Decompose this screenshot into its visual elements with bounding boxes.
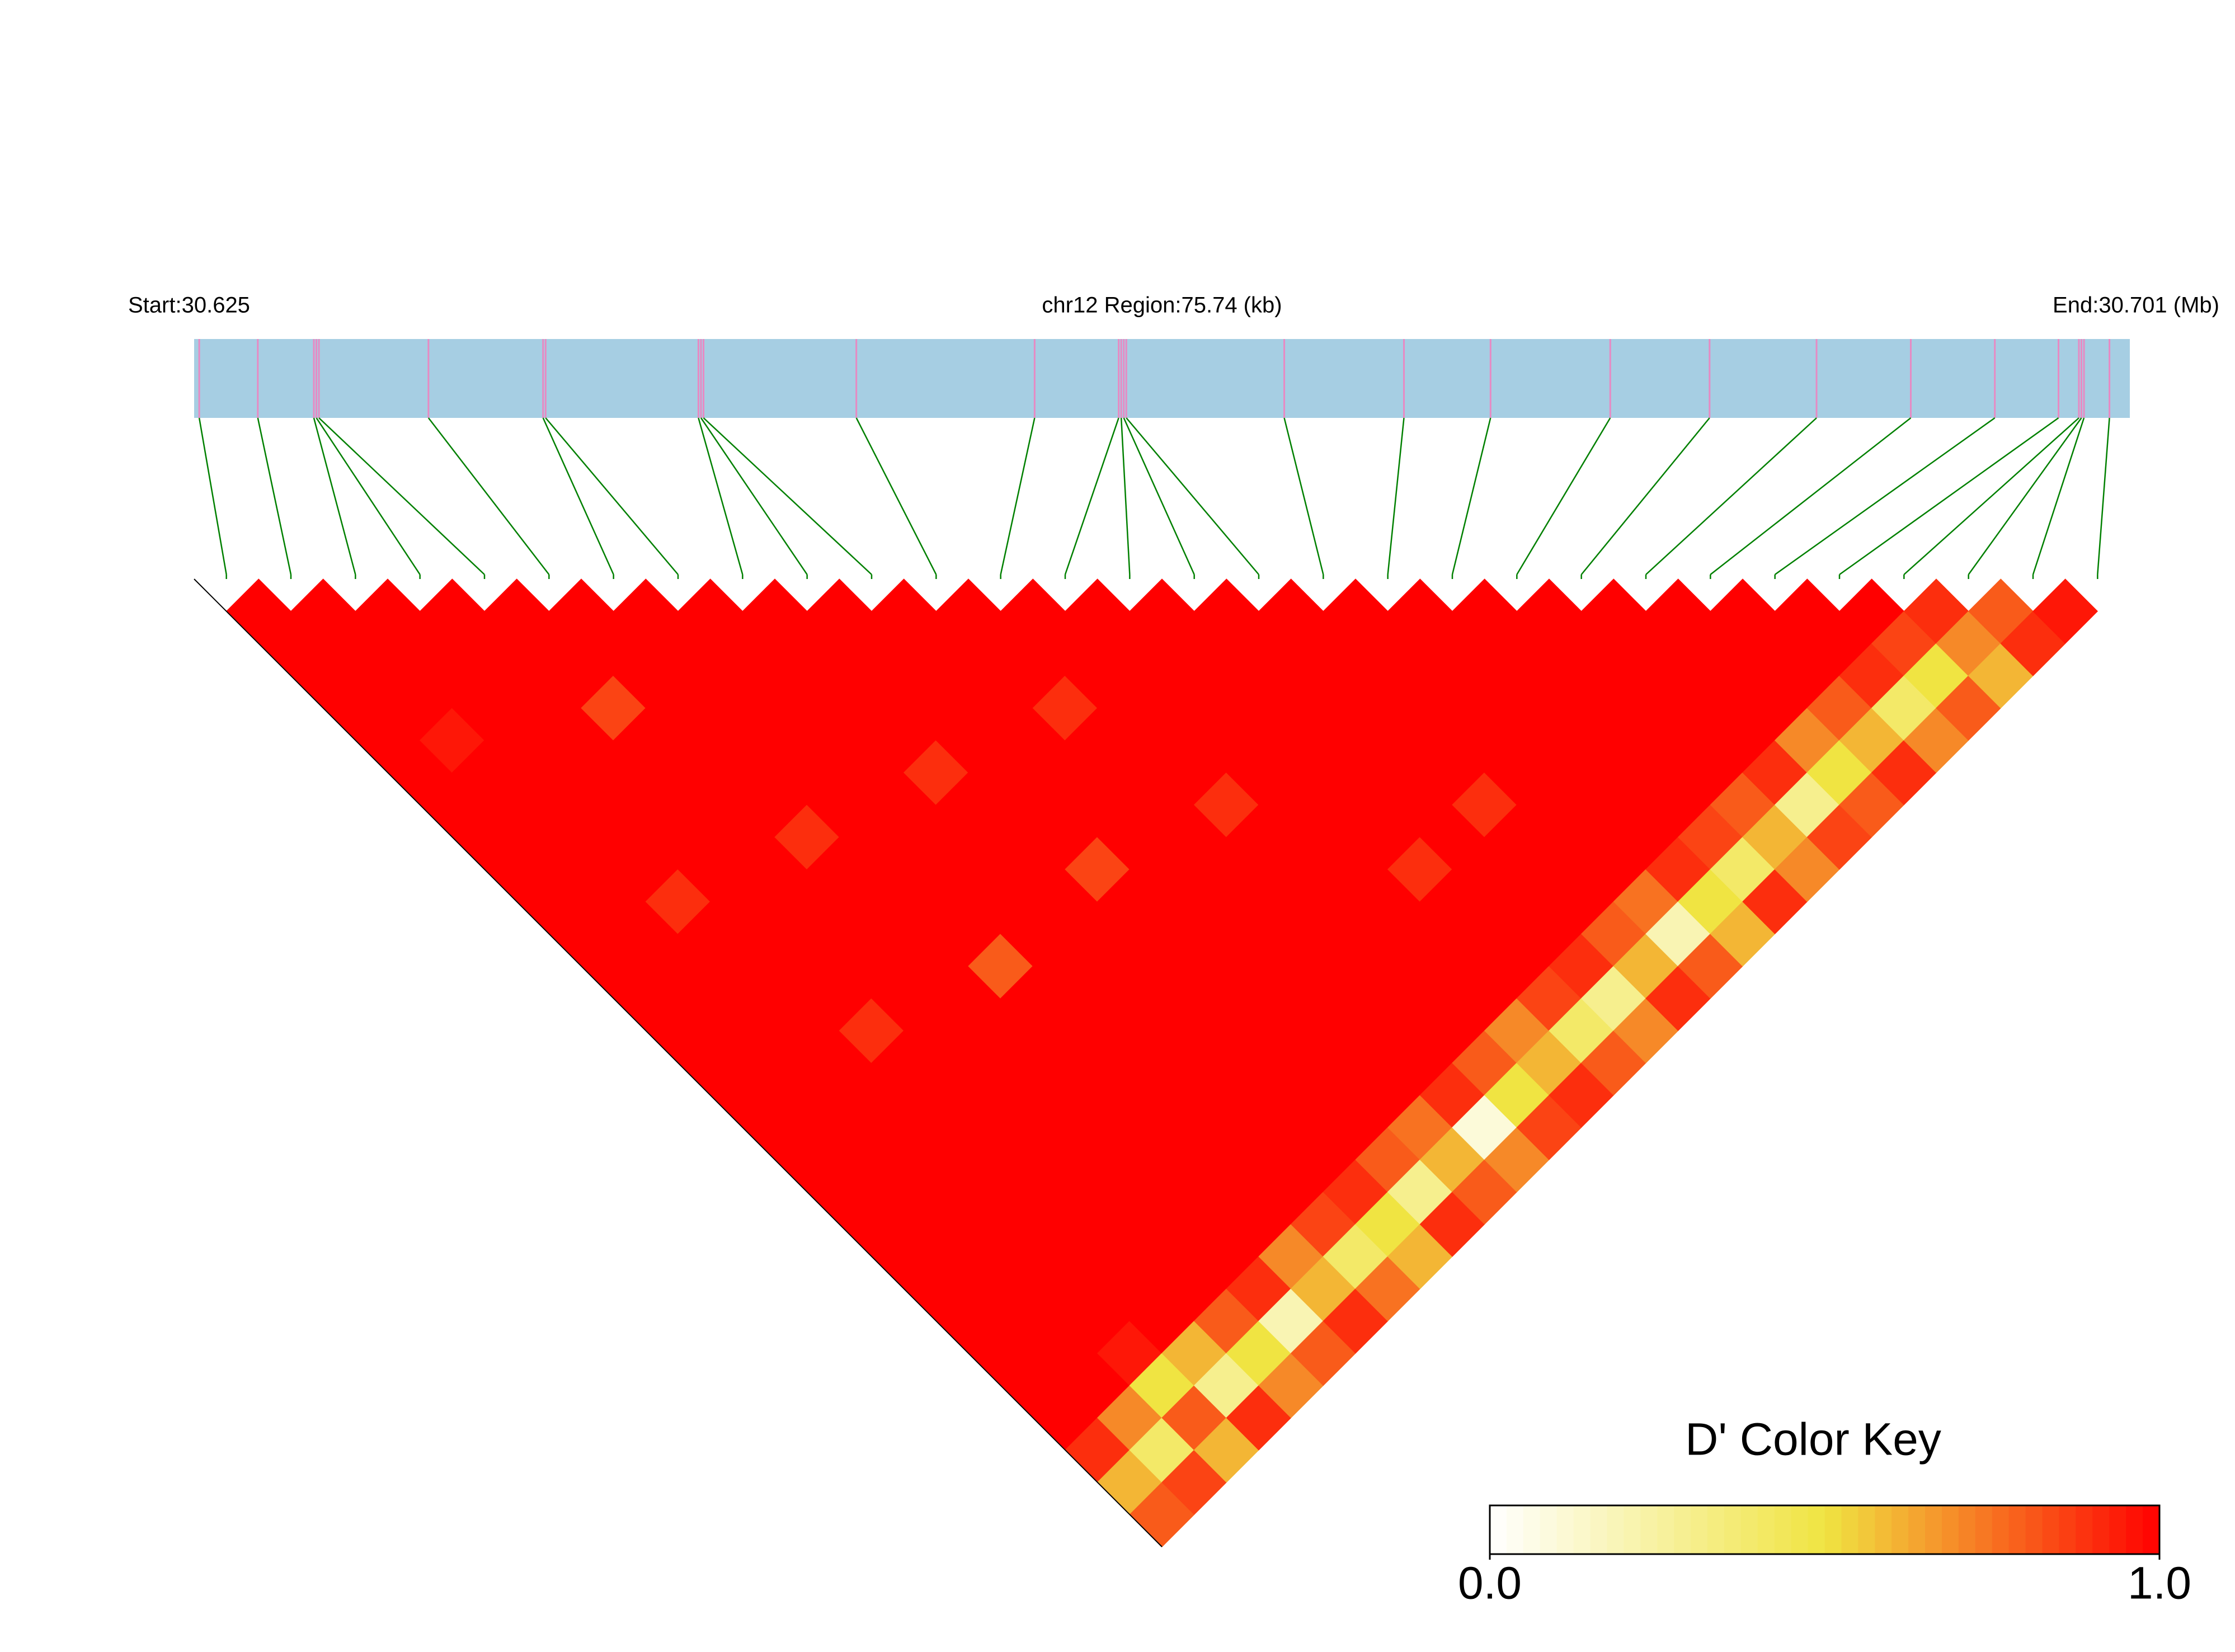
snp-link [1839,417,2059,576]
color-key-swatch [1808,1505,1825,1554]
snp-link [427,417,550,575]
color-key-swatch [2143,1505,2160,1554]
snp-link [703,417,872,575]
color-key-swatch [1992,1505,2010,1554]
color-key-swatch [1657,1505,1675,1554]
snp-link [1123,417,1195,575]
color-key-swatch [1590,1505,1608,1554]
snp-link [316,417,421,575]
snp-link [1774,417,1996,576]
snp-link [542,417,614,575]
color-key-swatch [1674,1505,1692,1554]
snp-link [700,417,808,575]
region-label: chr12 Region:75.74 (kb) [1042,293,1282,318]
color-key-swatch [1791,1505,1809,1554]
color-key-swatch [2076,1505,2093,1554]
color-key-swatch [2008,1505,2026,1554]
color-key-swatch [1941,1505,1959,1554]
color-key-swatch [1506,1505,1524,1554]
color-key-swatch [1958,1505,1976,1554]
snp-link [257,417,292,575]
color-key-label: 1.0 [2128,1558,2191,1609]
end-label: End:30.701 (Mb) [2053,293,2219,318]
ld-cell [2032,578,2098,644]
triangle-edge [194,578,1163,1547]
snp-link [198,417,227,575]
snp-link [2097,417,2110,575]
snp-link [1710,417,1912,575]
color-key-swatch [1858,1505,1876,1554]
color-key-swatch [1691,1505,1709,1554]
color-key-frame [1489,1504,2161,1555]
color-key-swatch [1724,1505,1742,1554]
region-bar [194,339,2130,418]
snp-link [313,417,356,575]
snp-link [1516,417,1611,575]
snp-link [1064,417,1119,575]
snp-link [1903,417,2079,575]
color-key-swatch [1824,1505,1842,1554]
color-key-swatch [1624,1505,1641,1554]
color-key-swatch [2059,1505,2077,1554]
snp-link [318,417,485,575]
color-key-swatch [1556,1505,1574,1554]
snp-link [1126,417,1259,575]
snp-link [1283,417,1324,575]
color-key-swatch [1740,1505,1758,1554]
snp-link [1000,417,1036,575]
color-key-title: D' Color Key [1685,1414,1941,1465]
color-key-swatch [2042,1505,2060,1554]
color-key-swatch [2126,1505,2144,1554]
snp-link [545,417,679,575]
color-key-swatch [1540,1505,1558,1554]
color-key-swatch [2092,1505,2110,1554]
snp-link [1968,417,2082,575]
snp-link [1580,417,1710,575]
color-key-swatch [2109,1505,2127,1554]
snp-link [855,417,937,575]
color-key-swatch [1640,1505,1658,1554]
color-key-swatch [1573,1505,1591,1554]
color-key-swatch [1490,1505,1507,1554]
color-key-swatch [1841,1505,1859,1554]
color-key-swatch [1875,1505,1893,1554]
color-key-swatch [1774,1505,1792,1554]
color-key-label: 0.0 [1458,1558,1522,1609]
color-key-swatch [1707,1505,1725,1554]
color-key-swatch [1523,1505,1541,1554]
snp-link [1451,417,1491,575]
color-key-swatch [1975,1505,1993,1554]
color-key-swatch [1891,1505,1909,1554]
color-key-swatch [2025,1505,2043,1554]
color-key-swatch [1925,1505,1942,1554]
snp-link [698,417,744,575]
snp-link [1120,417,1131,575]
start-label: Start:30.625 [128,293,250,318]
snp-link [1387,417,1405,575]
snp-link [2032,417,2085,575]
color-key-swatch [1908,1505,1926,1554]
color-key-swatch [1607,1505,1625,1554]
snp-link [1645,417,1817,575]
color-key-swatch [1757,1505,1775,1554]
